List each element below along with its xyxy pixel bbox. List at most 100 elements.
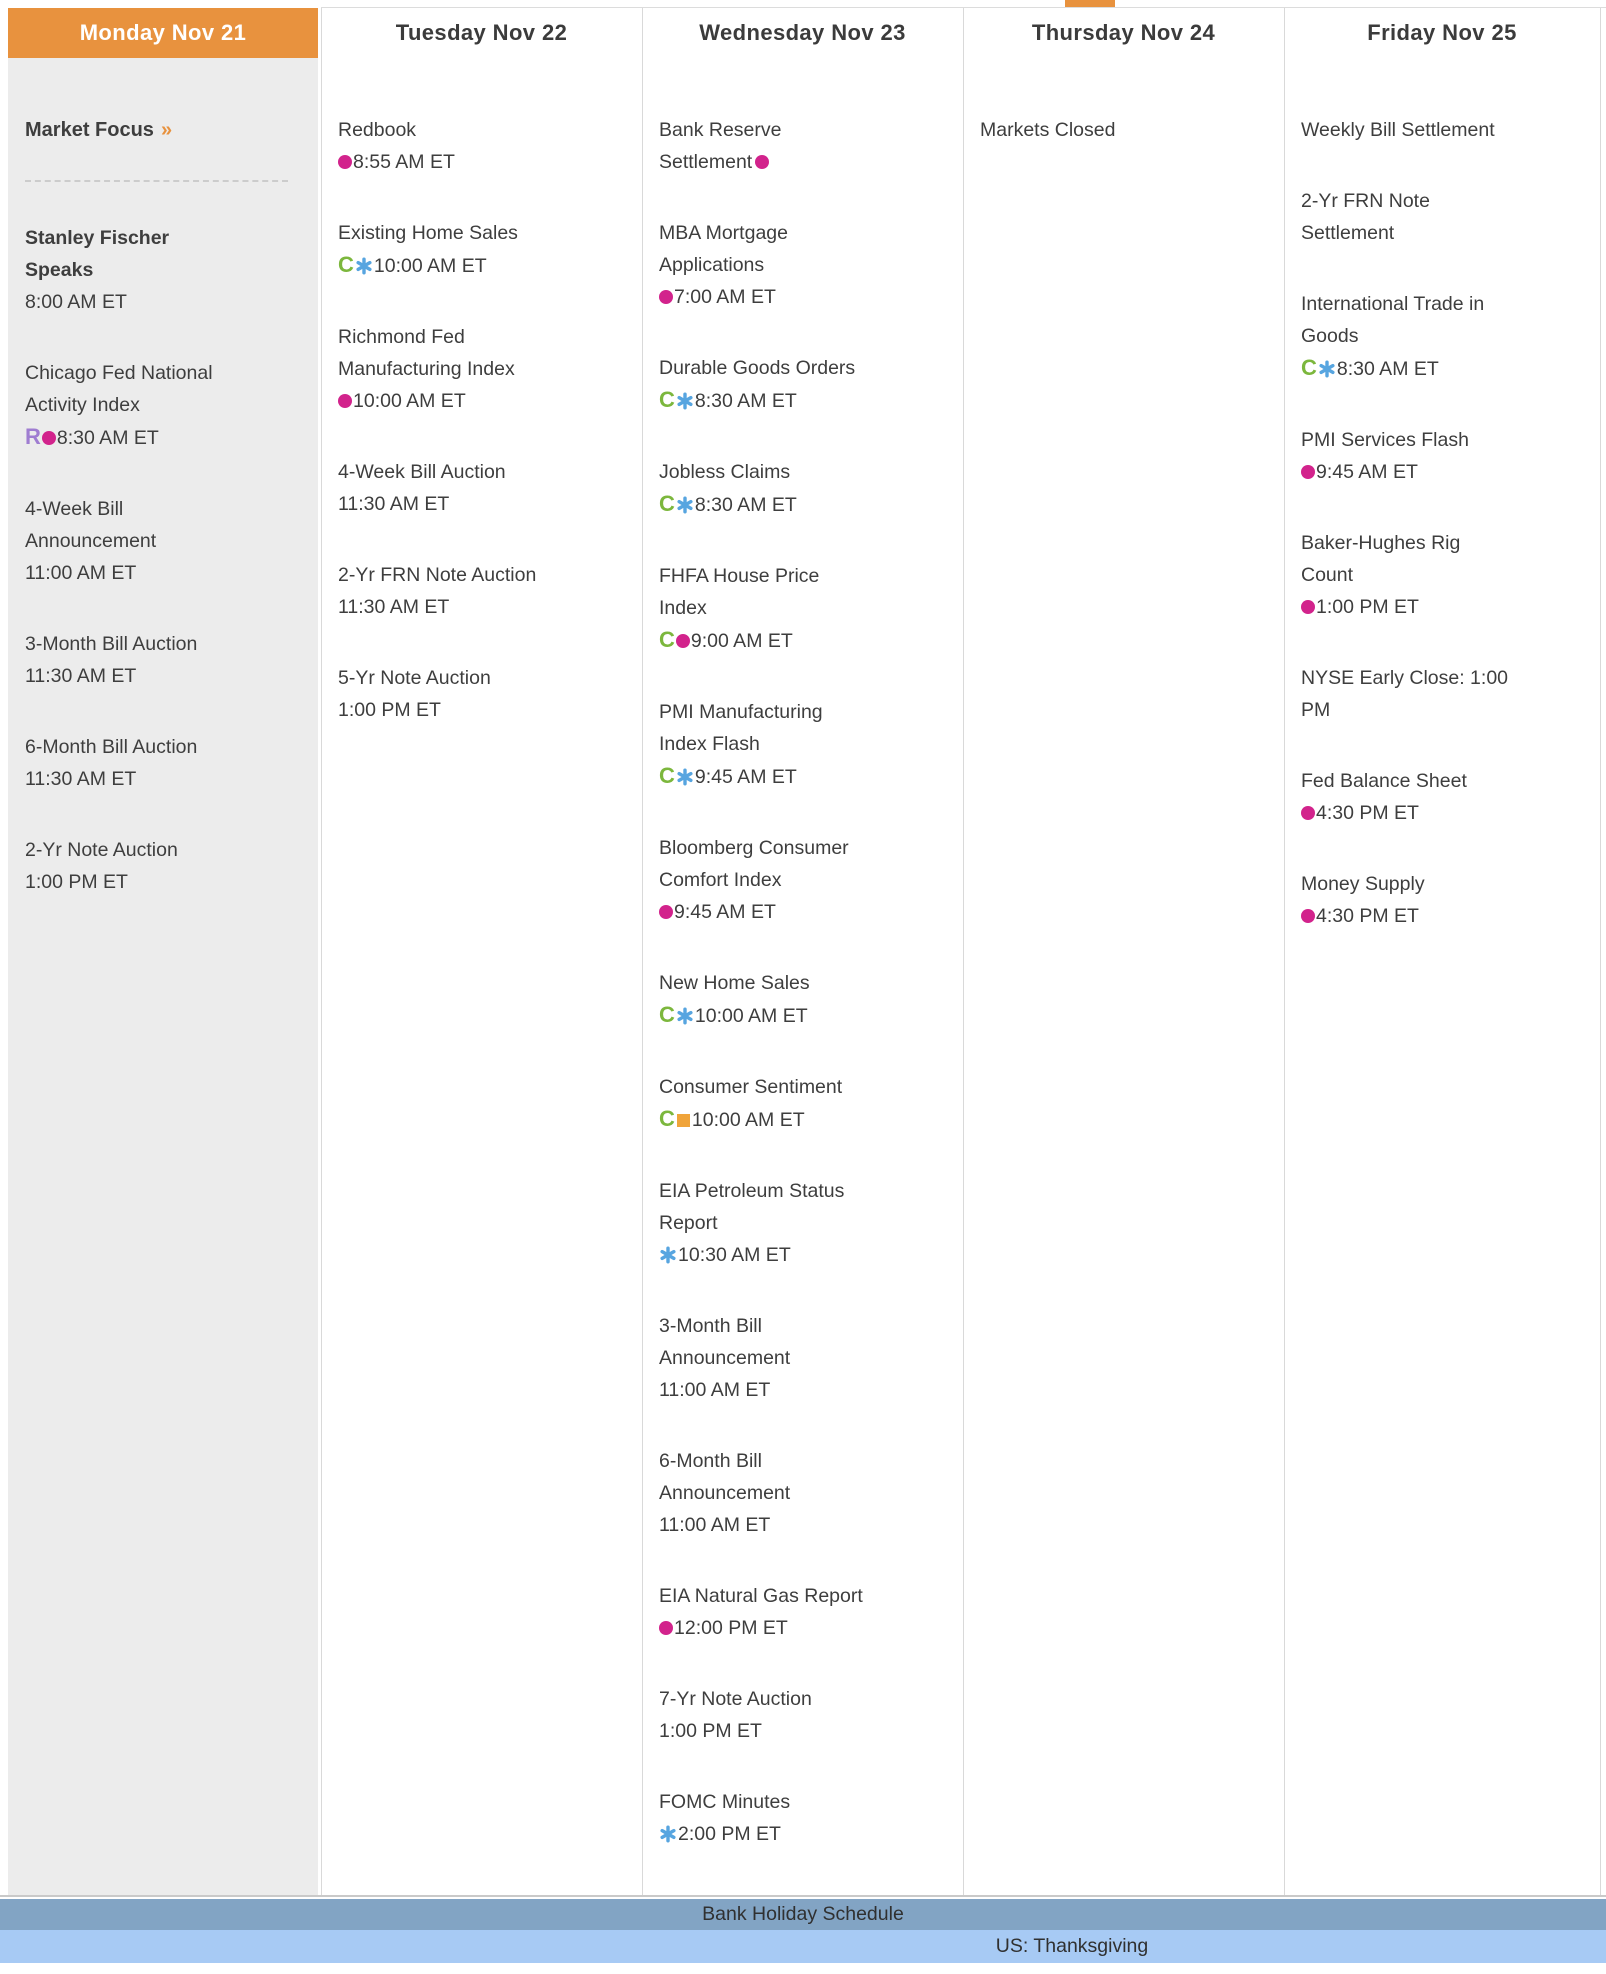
event-name[interactable]: Durable Goods Orders xyxy=(659,357,856,379)
day-column-wednesday: Bank Reserve Settlement MBA Mortgage App… xyxy=(659,114,953,1889)
event-name[interactable]: Bank Reserve Settlement xyxy=(659,119,782,173)
event-time-text: 9:45 AM ET xyxy=(1316,461,1418,483)
event-name[interactable]: 2-Yr FRN Note Auction xyxy=(338,564,537,586)
calendar-event: Bank Reserve Settlement xyxy=(659,114,953,178)
calendar-event: Money Supply 4:30 PM ET xyxy=(1301,868,1590,932)
event-time-text: 2:00 PM ET xyxy=(678,1823,781,1845)
event-name[interactable]: 7-Yr Note Auction xyxy=(659,1688,812,1710)
event-name[interactable]: EIA Natural Gas Report xyxy=(659,1585,863,1607)
event-name[interactable]: 2-Yr Note Auction xyxy=(25,839,178,861)
event-time-text: 11:00 AM ET xyxy=(25,562,137,584)
event-time-text: 10:00 AM ET xyxy=(373,255,487,277)
calendar-event: 3-Month Bill Announcement 11:00 AM ET xyxy=(659,1310,953,1406)
column-divider xyxy=(642,8,643,1895)
column-divider xyxy=(1284,8,1285,1895)
dot-icon xyxy=(659,290,673,304)
event-time-text: 10:00 AM ET xyxy=(353,390,466,412)
event-time-text: 1:00 PM ET xyxy=(659,1720,762,1742)
calendar-event: PMI Services Flash 9:45 AM ET xyxy=(1301,424,1590,488)
event-time-text: 11:00 AM ET xyxy=(659,1514,771,1536)
day-header-thursday[interactable]: Thursday Nov 24 xyxy=(963,8,1284,58)
day-header-friday[interactable]: Friday Nov 25 xyxy=(1284,8,1600,58)
day-header-label: Monday Nov 21 xyxy=(79,20,247,45)
day-header-wednesday[interactable]: Wednesday Nov 23 xyxy=(642,8,963,58)
event-time: 9:45 AM ET xyxy=(1301,456,1590,488)
event-name[interactable]: 6-Month Bill Auction xyxy=(25,736,198,758)
event-time: 8:00 AM ET xyxy=(25,286,308,318)
event-name[interactable]: 3-Month Bill Announcement xyxy=(659,1315,791,1369)
event-name[interactable]: Chicago Fed National Activity Index xyxy=(25,362,213,416)
calendar-event: 5-Yr Note Auction 1:00 PM ET xyxy=(338,662,632,726)
event-name[interactable]: New Home Sales xyxy=(659,972,810,994)
event-name[interactable]: Stanley Fischer Speaks xyxy=(25,227,170,281)
event-name[interactable]: PMI Services Flash xyxy=(1301,429,1469,451)
calendar-event: Chicago Fed National Activity Index R 8:3… xyxy=(25,357,308,454)
day-header-monday[interactable]: Monday Nov 21 xyxy=(8,8,318,58)
event-time: 10:30 AM ET xyxy=(659,1239,953,1271)
day-header-label: Tuesday Nov 22 xyxy=(395,20,568,45)
dot-icon xyxy=(659,1621,673,1635)
calendar-event: 6-Month Bill Announcement 11:00 AM ET xyxy=(659,1445,953,1541)
event-time: C 8:30 AM ET xyxy=(659,384,953,417)
event-time-text: 10:00 AM ET xyxy=(694,1005,808,1027)
calendar-event: Weekly Bill Settlement xyxy=(1301,114,1590,146)
event-name[interactable]: International Trade in Goods xyxy=(1301,293,1485,347)
event-time: 11:00 AM ET xyxy=(659,1509,953,1541)
calendar-event: FHFA House Price Index C 9:00 AM ET xyxy=(659,560,953,657)
event-time: 10:00 AM ET xyxy=(338,385,632,417)
calendar-event: Fed Balance Sheet 4:30 PM ET xyxy=(1301,765,1590,829)
event-time: 4:30 PM ET xyxy=(1301,900,1590,932)
event-name[interactable]: FHFA House Price Index xyxy=(659,565,820,619)
event-name[interactable]: 4-Week Bill Announcement xyxy=(25,498,157,552)
event-name[interactable]: 2-Yr FRN Note Settlement xyxy=(1301,190,1430,244)
market-focus-link[interactable]: Market Focus » xyxy=(25,114,308,146)
table-bottom-border xyxy=(0,1895,1606,1897)
table-top-border xyxy=(321,7,1606,8)
event-time: 11:30 AM ET xyxy=(25,660,308,692)
event-time: 7:00 AM ET xyxy=(659,281,953,313)
event-time-text: 4:30 PM ET xyxy=(1316,802,1419,824)
calendar-event: Durable Goods Orders C 8:30 AM ET xyxy=(659,352,953,417)
event-name[interactable]: 3-Month Bill Auction xyxy=(25,633,198,655)
consensus-icon: C xyxy=(659,763,675,788)
event-name[interactable]: Consumer Sentiment xyxy=(659,1076,843,1098)
day-header-tuesday[interactable]: Tuesday Nov 22 xyxy=(321,8,642,58)
calendar-event: 2-Yr FRN Note Auction 11:30 AM ET xyxy=(338,559,632,623)
column-divider xyxy=(321,8,322,1895)
star-icon xyxy=(355,257,373,275)
event-name[interactable]: 6-Month Bill Announcement xyxy=(659,1450,791,1504)
event-name[interactable]: Baker-Hughes Rig Count xyxy=(1301,532,1461,586)
event-time: C 8:30 AM ET xyxy=(1301,352,1590,385)
event-name[interactable]: FOMC Minutes xyxy=(659,1791,791,1813)
event-name[interactable]: EIA Petroleum Status Report xyxy=(659,1180,845,1234)
holiday-entry-us-thanksgiving: US: Thanksgiving xyxy=(995,1935,1149,1957)
event-time-text: 10:00 AM ET xyxy=(691,1109,805,1131)
calendar-event: EIA Natural Gas Report 12:00 PM ET xyxy=(659,1580,953,1644)
dot-icon xyxy=(675,634,690,648)
calendar-event: Richmond Fed Manufacturing Index 10:00 A… xyxy=(338,321,632,417)
event-name[interactable]: Jobless Claims xyxy=(659,461,791,483)
calendar-event: EIA Petroleum Status Report 10:30 AM ET xyxy=(659,1175,953,1271)
event-name[interactable]: 4-Week Bill Auction xyxy=(338,461,506,483)
event-time: 1:00 PM ET xyxy=(659,1715,953,1747)
dot-icon xyxy=(338,155,352,169)
event-name[interactable]: Money Supply xyxy=(1301,873,1425,895)
event-name[interactable]: Redbook xyxy=(338,119,417,141)
event-time-text: 9:45 AM ET xyxy=(694,766,797,788)
star-icon xyxy=(676,1007,694,1025)
day-column-friday: Weekly Bill Settlement 2-Yr FRN Note Set… xyxy=(1301,114,1590,971)
event-name[interactable]: 5-Yr Note Auction xyxy=(338,667,491,689)
consensus-icon: C xyxy=(659,387,675,412)
event-name[interactable]: Fed Balance Sheet xyxy=(1301,770,1467,792)
event-name[interactable]: Weekly Bill Settlement xyxy=(1301,119,1495,141)
event-name[interactable]: Bloomberg Consumer Comfort Index xyxy=(659,837,849,891)
event-name[interactable]: PMI Manufacturing Index Flash xyxy=(659,701,823,755)
consensus-icon: C xyxy=(1301,355,1317,380)
holiday-schedule-title: Bank Holiday Schedule xyxy=(702,1903,904,1925)
event-name[interactable]: Richmond Fed Manufacturing Index xyxy=(338,326,515,380)
event-time-text: 7:00 AM ET xyxy=(674,286,776,308)
event-name[interactable]: NYSE Early Close: 1:00 PM xyxy=(1301,667,1509,721)
event-name[interactable]: MBA Mortgage Applications xyxy=(659,222,788,276)
event-name[interactable]: Existing Home Sales xyxy=(338,222,518,244)
event-time-text: 1:00 PM ET xyxy=(25,871,128,893)
